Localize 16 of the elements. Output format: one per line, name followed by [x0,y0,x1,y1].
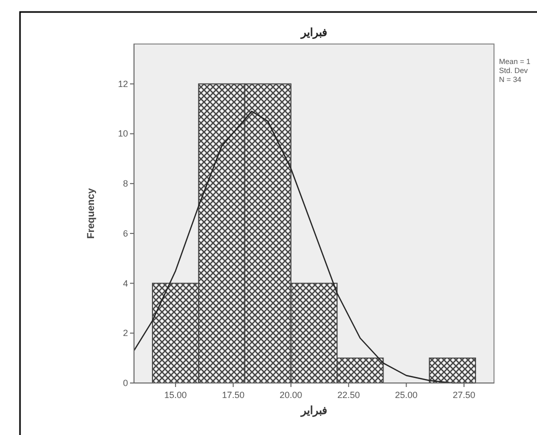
x-tick-label: 20.00 [280,390,302,400]
x-tick-label: 25.00 [395,390,418,400]
chart-title: فبراير [300,27,327,39]
y-tick-label: 2 [122,328,128,338]
x-tick-label: 17.50 [222,390,244,400]
y-tick-label: 0 [122,378,128,388]
y-tick-label: 6 [122,228,128,238]
x-tick-label: 15.00 [164,390,187,400]
y-tick-label: 8 [122,178,128,189]
x-tick-label: 22.50 [337,390,360,400]
y-tick-label: 10 [118,128,128,139]
x-axis-title: فبراير [300,405,327,417]
x-tick-label: 27.50 [452,390,476,400]
y-tick-label: 4 [122,278,128,288]
y-axis-title: Frequency [86,188,97,239]
y-tick-label: 12 [118,78,128,89]
